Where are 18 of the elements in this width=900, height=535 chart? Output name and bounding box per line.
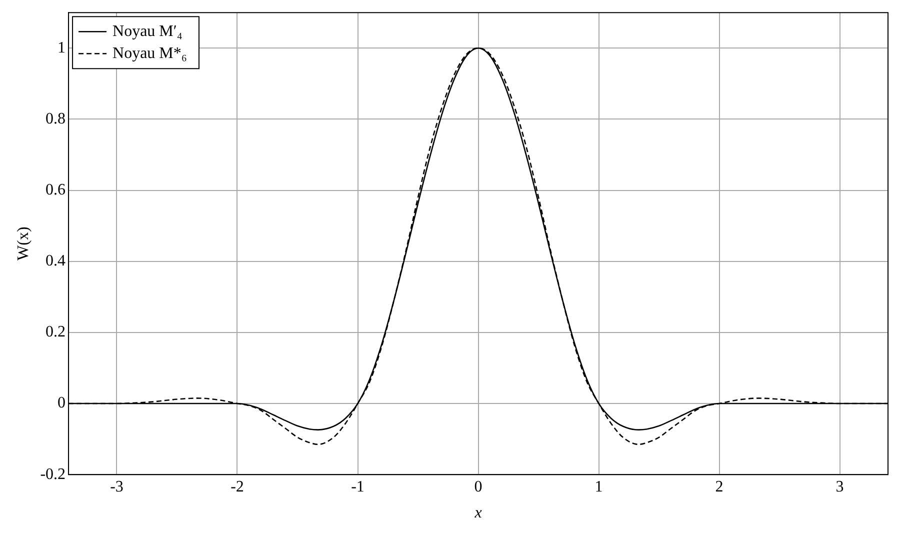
x-tick-label: 2 bbox=[715, 478, 724, 496]
y-axis-title: W(x) bbox=[14, 226, 32, 260]
x-tick-label: -3 bbox=[110, 478, 124, 496]
x-tick-label: -1 bbox=[351, 478, 364, 496]
y-tick-label: 0.4 bbox=[46, 252, 66, 270]
x-tick-label: 3 bbox=[836, 478, 844, 496]
y-tick-label: -0.2 bbox=[40, 466, 66, 483]
y-tick-label: 1 bbox=[58, 39, 66, 56]
legend-label: Noyau M′₄ bbox=[112, 22, 183, 40]
x-axis-title: x bbox=[474, 504, 482, 522]
y-tick-label: 0.2 bbox=[46, 324, 66, 341]
legend-label: Noyau M*₆ bbox=[112, 44, 187, 62]
x-tick-label: 1 bbox=[594, 478, 603, 496]
x-tick-label: -2 bbox=[230, 478, 244, 496]
y-tick-label: 0 bbox=[58, 394, 66, 412]
y-tick-label: 0.8 bbox=[46, 110, 66, 128]
x-tick-label: 0 bbox=[474, 478, 482, 496]
y-tick-label: 0.6 bbox=[46, 181, 66, 198]
